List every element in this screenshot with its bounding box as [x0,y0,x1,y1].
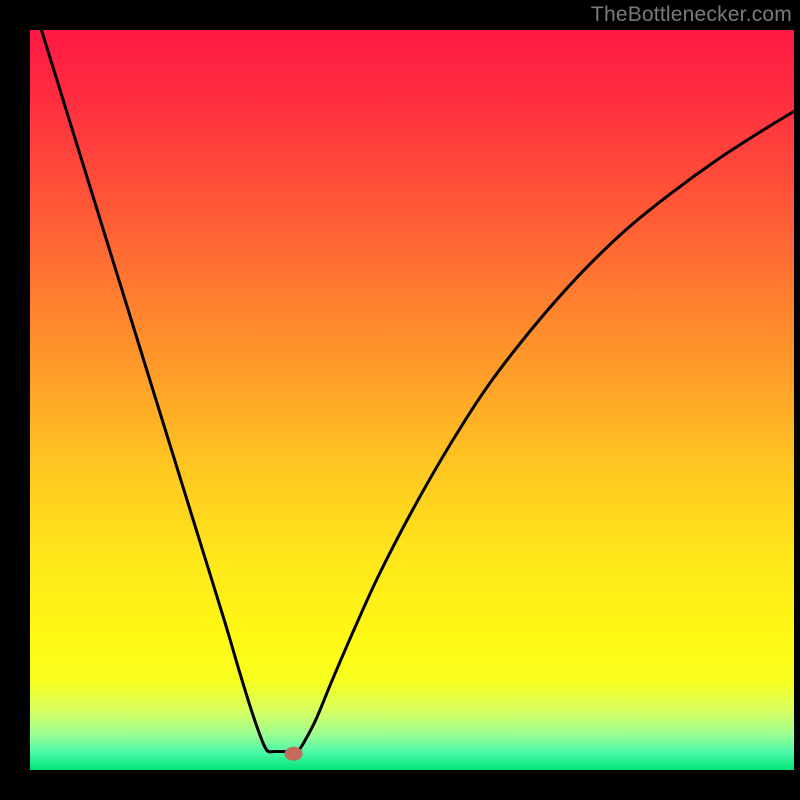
plot-area [30,30,794,770]
watermark-text: TheBottlenecker.com [591,3,792,27]
chart-root: TheBottlenecker.com [0,0,800,800]
optimum-marker [285,747,303,761]
bottleneck-curve [41,30,794,752]
curve-layer [30,30,794,770]
